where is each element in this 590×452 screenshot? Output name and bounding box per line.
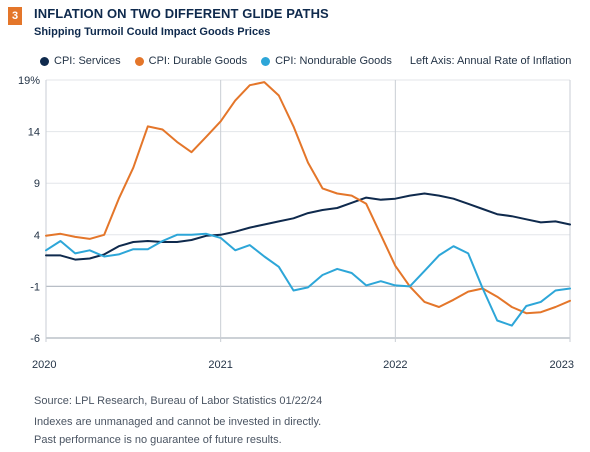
axis-note: Left Axis: Annual Rate of Inflation (409, 55, 572, 67)
x-tick-label: 2020 (32, 359, 56, 371)
disclaimer-line-2: Past performance is no guarantee of futu… (34, 434, 282, 446)
chart-subtitle: Shipping Turmoil Could Impact Goods Pric… (34, 26, 271, 38)
chart-title: INFLATION ON TWO DIFFERENT GLIDE PATHS (34, 6, 329, 21)
x-tick-label: 2023 (550, 359, 574, 371)
disclaimer-line-1: Indexes are unmanaged and cannot be inve… (34, 416, 322, 428)
series-line-cpi-nondurable-goods (45, 232, 571, 327)
x-tick-label: 2021 (208, 359, 232, 371)
y-tick-label: 14 (28, 127, 40, 139)
series-line-cpi-durable-goods (45, 81, 571, 315)
legend-item-services: CPI: Services (40, 55, 121, 67)
y-tick-label: -1 (30, 281, 40, 293)
source-note: Source: LPL Research, Bureau of Labor St… (34, 395, 323, 407)
legend-label-nondurable-goods: CPI: Nondurable Goods (275, 55, 392, 67)
y-tick-label: -6 (30, 333, 40, 345)
y-tick-label: 19% (18, 75, 40, 87)
y-tick-label: 4 (34, 230, 40, 242)
legend-label-services: CPI: Services (54, 55, 121, 67)
legend-dot-nondurable-goods (261, 56, 271, 66)
line-chart: 19% 14 9 4 -1 -6 2020 2021 2022 2023 (18, 75, 574, 371)
x-tick-label: 2022 (383, 359, 407, 371)
legend-label-durable-goods: CPI: Durable Goods (148, 55, 248, 67)
legend-dot-services (40, 56, 49, 66)
chart-legend: CPI: Services CPI: Durable Goods CPI: No… (40, 55, 584, 67)
legend-item-nondurable-goods: CPI: Nondurable Goods (261, 55, 392, 67)
legend-item-durable-goods: CPI: Durable Goods (134, 55, 248, 67)
figure-number-badge: 3 (8, 7, 22, 25)
legend-dot-durable-goods (134, 56, 144, 66)
y-tick-label: 9 (34, 178, 40, 190)
series-line-cpi-services (45, 192, 571, 261)
